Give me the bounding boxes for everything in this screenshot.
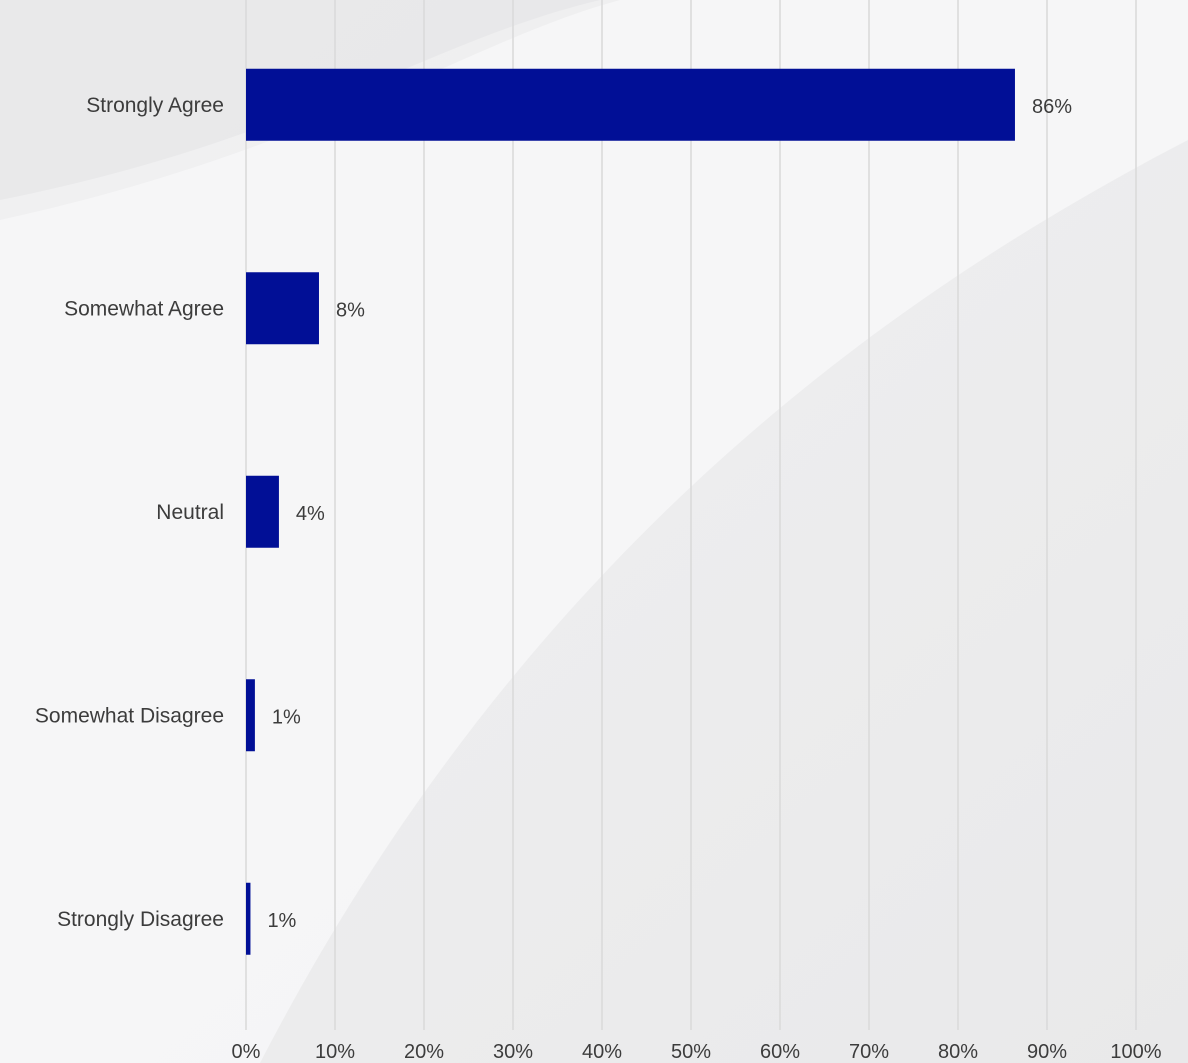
x-tick-label: 40% [582, 1041, 622, 1063]
x-tick-label: 60% [760, 1041, 800, 1063]
x-tick-label: 0% [232, 1041, 261, 1063]
x-tick-label: 50% [671, 1041, 711, 1063]
bar [246, 272, 319, 345]
category-label: Somewhat Disagree [35, 704, 224, 727]
bar [246, 679, 255, 752]
data-label: 86% [1032, 96, 1072, 118]
x-tick-label: 100% [1110, 1041, 1161, 1063]
category-label: Neutral [156, 501, 224, 524]
category-label: Strongly Agree [86, 94, 224, 117]
bar [246, 882, 251, 955]
x-tick-label: 90% [1027, 1041, 1067, 1063]
x-tick-label: 20% [404, 1041, 444, 1063]
category-label: Somewhat Agree [64, 297, 224, 320]
bar [246, 475, 279, 548]
x-tick-label: 10% [315, 1041, 355, 1063]
bars [246, 68, 1015, 955]
x-tick-label: 80% [938, 1041, 978, 1063]
x-tick-label: 30% [493, 1041, 533, 1063]
bar [246, 68, 1015, 141]
data-label: 8% [336, 299, 365, 321]
data-label: 4% [296, 503, 325, 525]
gridlines [245, 0, 1137, 1030]
x-tick-label: 70% [849, 1041, 889, 1063]
data-label: 1% [267, 910, 296, 932]
category-label: Strongly Disagree [57, 908, 224, 931]
labels: 0% 10% 20% 30% 40% 50% 60% 70% 80% 90% 100% Strongl… [35, 94, 1162, 1063]
data-label: 1% [272, 706, 301, 728]
